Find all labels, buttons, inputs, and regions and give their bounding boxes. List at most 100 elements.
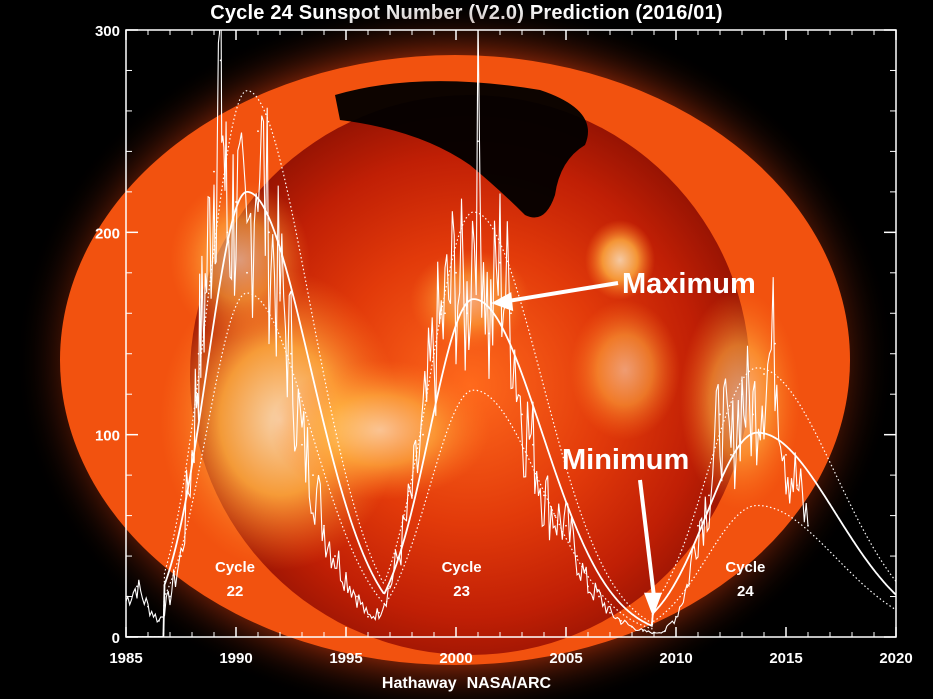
monthly-data-point [226,231,229,234]
monthly-data-point [653,632,655,634]
monthly-data-point [620,619,622,622]
monthly-data-point [455,271,457,274]
monthly-series [126,30,809,635]
x-tick-label: 1990 [219,650,252,667]
y-tick-label: 200 [95,225,120,242]
monthly-data-point [686,585,688,588]
cycle-label-word: Cycle [725,559,765,576]
monthly-data-point [598,595,600,598]
monthly-data-point [609,611,611,614]
monthly-data-point [279,292,281,294]
monthly-data-point [356,595,358,598]
cycle-label-number: 22 [227,583,244,600]
monthly-data-point [664,630,666,632]
monthly-data-point [433,352,435,355]
monthly-data-point [499,261,501,264]
monthly-data-point [147,605,149,608]
monthly-data-point [345,575,347,578]
x-tick-label: 1995 [329,650,362,667]
monthly-data-point [136,585,138,588]
monthly-data-point [204,292,207,294]
monthly-data-point [301,443,303,446]
monthly-data-point [180,555,182,557]
monthly-data-point [126,599,127,602]
monthly-data-point [213,170,215,173]
credit-author: Hathaway [381,675,457,692]
monthly-data-point [752,413,754,416]
monthly-sunspot-line [126,30,809,635]
axis-ticks [125,29,897,638]
cycle-label-number: 23 [453,583,470,600]
credit-org: NASA/ARC [466,675,552,692]
monthly-data-point [334,555,336,557]
x-tick-label: 2005 [549,650,582,667]
monthly-data-point [235,201,237,203]
monthly-data-point [246,271,248,274]
monthly-data-point [532,443,534,446]
monthly-data-point [554,514,556,517]
monthly-data-point [191,454,193,456]
monthly-data-point [708,494,710,497]
monthly-data-point [565,524,567,527]
monthly-data-point [510,312,512,315]
x-tick-label: 2020 [879,650,912,667]
monthly-data-point [257,130,259,133]
maximum-arrow-shaft [506,281,619,304]
monthly-data-point [763,373,765,375]
monthly-data-point [697,524,699,527]
cycle-labels: Cycle 22 Cycle 23 Cycle 24 [215,559,765,600]
y-axis-labels: 0 100 200 300 [95,23,120,647]
monthly-data-point [268,231,270,234]
monthly-data-point [158,619,160,622]
monthly-data-point [785,454,787,456]
monthly-data-point [730,454,732,456]
monthly-data-point [741,393,743,396]
plot-frame [125,29,897,638]
monthly-data-point [675,615,677,618]
monthly-data-point [389,585,391,588]
x-tick-label: 2010 [659,650,692,667]
monthly-data-point [169,595,171,598]
y-tick-label: 100 [95,428,120,445]
monthly-data-point [219,59,222,62]
monthly-data-point [477,140,479,143]
x-tick-label: 2000 [439,650,472,667]
monthly-data-point [774,342,776,345]
monthly-data-point [576,555,578,557]
cycle-label-word: Cycle [442,559,482,576]
monthly-data-point [719,413,721,416]
monthly-data-point [400,545,402,547]
monthly-data-point [796,484,798,487]
credit-line: Hathaway NASA/ARC [0,675,933,693]
smoothed-fit-curve [126,191,896,637]
monthly-data-point [807,524,809,527]
monthly-data-point [631,625,633,628]
cycle-label-word: Cycle [215,559,255,576]
minimum-label: Minimum [562,444,689,476]
maximum-arrow-head [491,292,514,312]
monthly-data-point [642,630,644,632]
minimum-arrow-head [644,592,662,617]
monthly-data-point [312,474,314,477]
monthly-data-point [290,352,292,355]
monthly-data-point [488,332,490,335]
monthly-data-point [422,433,424,436]
monthly-data-point [197,352,200,355]
cycle-label-number: 24 [737,583,754,600]
monthly-data-point [378,611,380,614]
x-tick-label: 2015 [769,650,802,667]
minimum-arrow-shaft [638,479,656,598]
y-tick-label: 0 [112,630,120,647]
monthly-data-point [411,494,413,497]
monthly-data-point [587,585,589,588]
fit-curves [126,191,896,637]
monthly-data-point [466,312,468,315]
monthly-data-point [521,413,523,416]
x-axis-labels: 1985 1990 1995 2000 2005 2010 2015 2020 [109,650,912,667]
monthly-data-point [367,615,369,618]
monthly-data-point [543,494,545,497]
monthly-data-point [444,312,446,315]
y-tick-label: 300 [95,23,120,40]
x-tick-label: 1985 [109,650,142,667]
